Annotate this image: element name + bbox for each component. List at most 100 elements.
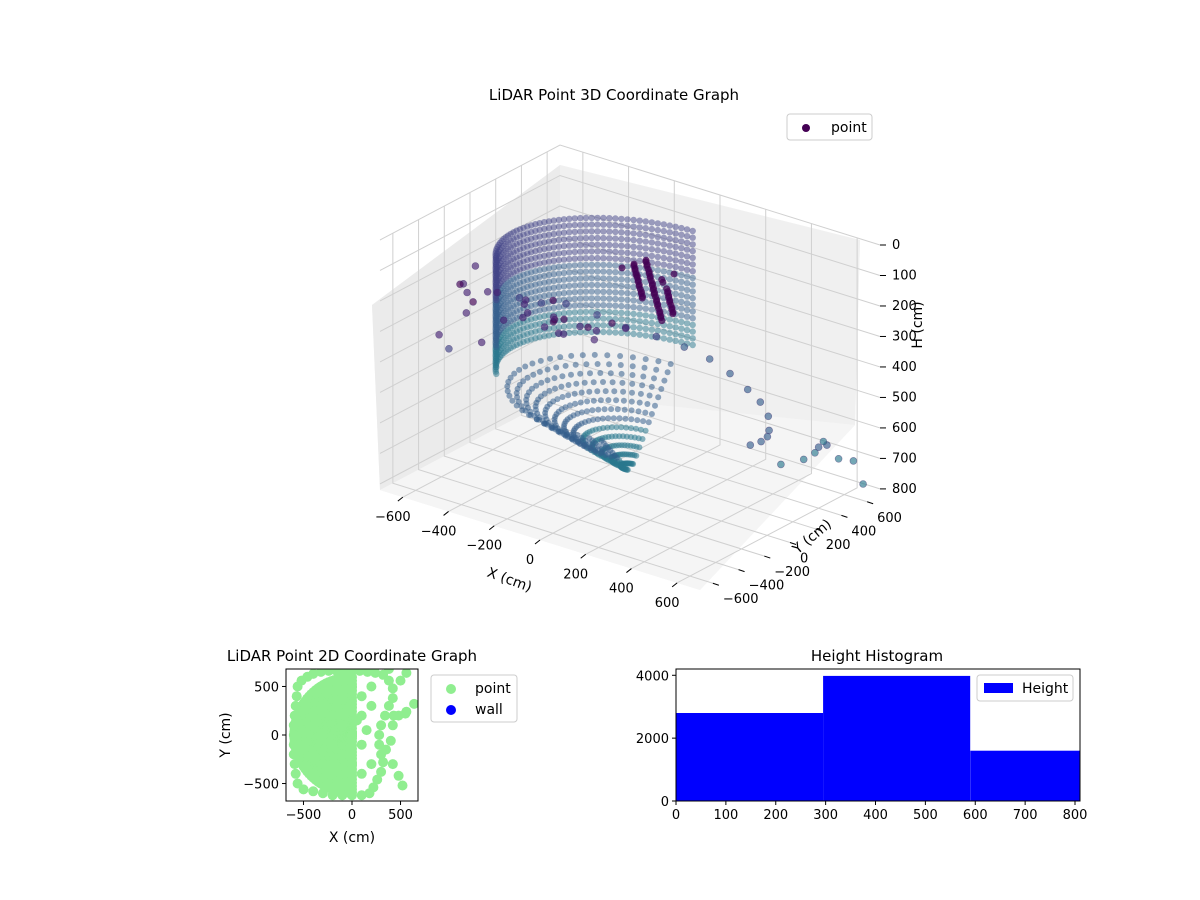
- point-3d: [678, 231, 685, 238]
- point-3d: [606, 288, 613, 296]
- point-3d: [648, 232, 655, 239]
- chart-2d-ticks: −500 0 500 −500 0 500: [243, 680, 413, 823]
- point-2d: [288, 739, 299, 750]
- point-3d: [555, 230, 563, 237]
- point-3d: [648, 306, 655, 313]
- point-3d: [513, 402, 520, 409]
- point-3d: [641, 364, 648, 371]
- point-3d: [636, 224, 643, 231]
- point-3d: [588, 308, 595, 315]
- point-3d: [519, 407, 526, 414]
- point-3d: [642, 356, 649, 363]
- x-tick-label-hist: 300: [813, 808, 838, 823]
- point-3d: [639, 382, 646, 389]
- point-3d: [689, 321, 696, 329]
- point-3d: [550, 230, 557, 238]
- point-3d: [660, 301, 667, 309]
- point-3d: [588, 254, 595, 262]
- point-3d: [511, 370, 518, 377]
- point-3d: [660, 335, 667, 342]
- point-3d: [590, 379, 597, 386]
- point-2d: [327, 790, 338, 801]
- grid-line-y: [443, 206, 765, 557]
- point-3d: [666, 276, 673, 283]
- point-3d-outlier: [859, 480, 867, 488]
- point-3d: [652, 402, 658, 409]
- point-3d: [555, 290, 563, 297]
- point-3d: [660, 227, 667, 235]
- point-3d: [624, 243, 631, 250]
- point-3d: [657, 314, 665, 322]
- point-3d: [642, 305, 649, 312]
- point-3d: [624, 222, 631, 230]
- point-3d: [544, 366, 551, 373]
- point-3d-outlier: [463, 288, 471, 297]
- point-3d: [683, 259, 691, 267]
- point-3d: [650, 290, 658, 298]
- chart-2d-legend-point-label: point: [475, 681, 511, 697]
- point-2d: [387, 759, 398, 770]
- point-2d: [409, 698, 418, 709]
- point-3d: [560, 256, 568, 263]
- point-3d: [550, 217, 557, 224]
- point-3d: [600, 221, 607, 228]
- point-3d: [612, 275, 619, 283]
- point-3d: [571, 309, 578, 316]
- point-2d: [397, 780, 408, 791]
- point-3d: [606, 295, 613, 302]
- point-3d: [571, 289, 578, 296]
- point-3d: [666, 323, 673, 330]
- point-2d: [366, 759, 377, 770]
- point-3d: [672, 297, 679, 304]
- point-3d: [624, 283, 631, 290]
- chart-histogram-bars: [676, 675, 1080, 801]
- point-3d: [566, 215, 573, 222]
- point-3d: [683, 273, 691, 280]
- point-3d: [606, 268, 613, 276]
- point-3d: [597, 397, 604, 404]
- point-3d: [606, 275, 613, 282]
- y-tick-3d: [841, 514, 848, 518]
- point-2d: [376, 720, 387, 731]
- grid-line-h: [379, 144, 881, 246]
- point-3d: [588, 275, 595, 282]
- point-2d: [288, 730, 299, 740]
- point-3d: [658, 276, 666, 283]
- point-3d-outlier: [756, 398, 765, 406]
- point-3d-outlier: [483, 287, 492, 296]
- point-3d: [516, 366, 523, 373]
- point-3d-outlier: [469, 298, 477, 306]
- point-3d: [600, 308, 607, 316]
- h-tick-label-3d: 400: [892, 360, 917, 375]
- point-3d: [689, 315, 696, 322]
- point-3d: [595, 406, 602, 413]
- point-3d: [689, 254, 696, 261]
- y-tick-label-hist: 0: [661, 795, 669, 810]
- point-3d: [582, 268, 590, 275]
- point-3d: [646, 274, 654, 282]
- point-3d: [654, 302, 661, 310]
- point-3d: [587, 370, 593, 377]
- point-3d: [555, 263, 563, 270]
- point-2d: [308, 786, 319, 797]
- point-2d: [308, 669, 319, 679]
- grid-line-x: [585, 209, 767, 555]
- point-3d: [628, 425, 635, 432]
- point-3d: [545, 231, 553, 238]
- point-3d: [636, 230, 643, 238]
- point-3d: [606, 215, 613, 222]
- point-3d: [622, 415, 629, 422]
- point-3d: [683, 306, 691, 314]
- point-3d: [566, 322, 573, 330]
- point-3d: [599, 415, 606, 422]
- point-3d: [550, 257, 557, 264]
- chart-2d-points: [288, 669, 418, 801]
- point-3d: [666, 249, 673, 256]
- point-3d: [620, 397, 627, 404]
- point-3d: [672, 290, 679, 298]
- chart-2d-legend: point wall: [430, 674, 518, 723]
- x-tick-label-2d: 500: [388, 808, 413, 823]
- point-3d: [672, 263, 679, 271]
- point-3d: [689, 341, 696, 349]
- histogram-bar: [823, 675, 971, 801]
